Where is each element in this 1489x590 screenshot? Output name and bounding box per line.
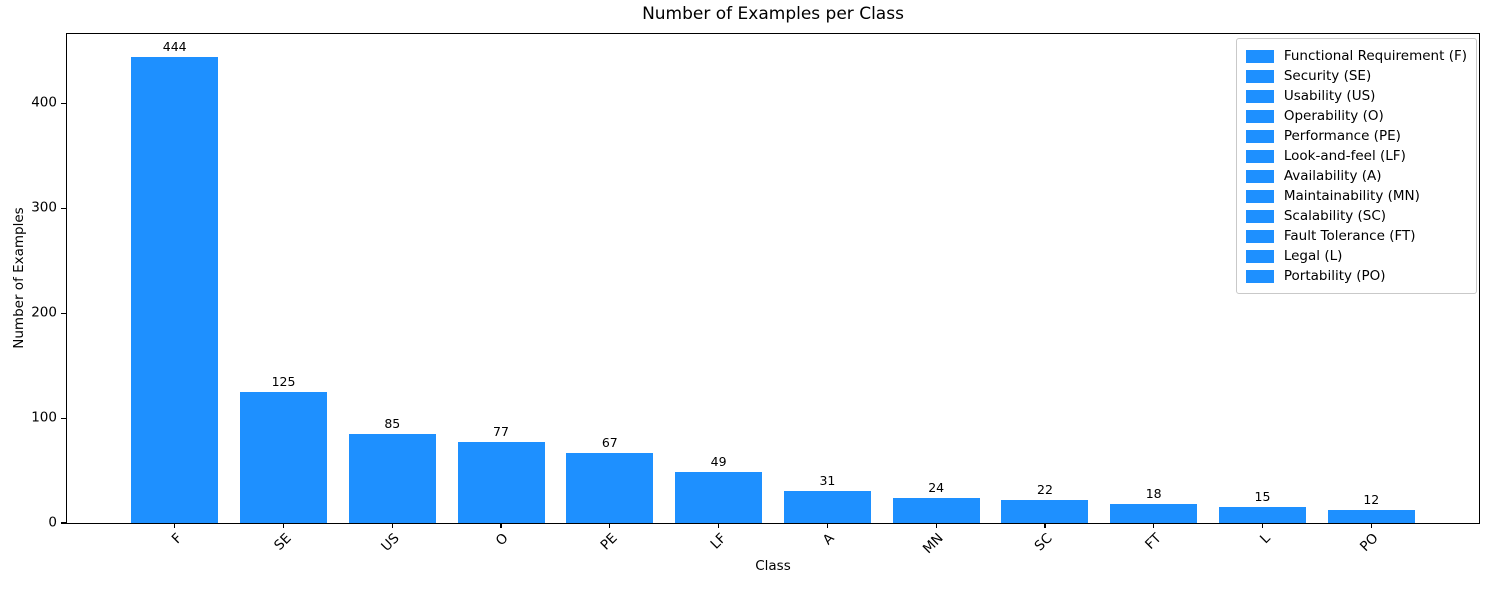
x-axis-label: Class [755, 558, 791, 574]
x-tick [1370, 523, 1372, 528]
x-tick [174, 523, 176, 528]
legend-item: Security (SE) [1245, 66, 1467, 86]
bar-SE [240, 391, 327, 523]
bar-value-label: 444 [162, 39, 187, 55]
legend-item: Operability (O) [1245, 106, 1467, 126]
bar-LF [675, 471, 763, 523]
legend-swatch-icon [1245, 49, 1274, 63]
legend-item: Look-and-feel (LF) [1245, 146, 1467, 166]
x-tick [826, 523, 828, 528]
y-tick-label: 300 [31, 199, 57, 216]
y-tick [61, 522, 67, 524]
bar-SC [1001, 499, 1089, 523]
y-tick-label: 100 [31, 409, 57, 426]
x-tick [282, 523, 285, 528]
bar-O [457, 442, 545, 523]
legend-item: Availability (A) [1245, 166, 1467, 186]
bar-F [131, 57, 219, 523]
legend-label: Maintainability (MN) [1283, 188, 1420, 204]
legend-label: Look-and-feel (LF) [1283, 148, 1406, 164]
legend-swatch-icon [1245, 149, 1274, 163]
bar-value-label: 125 [271, 373, 296, 389]
bar-value-label: 31 [819, 472, 836, 488]
y-tick-label: 0 [48, 514, 57, 531]
x-tick [609, 523, 611, 528]
legend-label: Availability (A) [1283, 168, 1382, 184]
x-tick [1153, 523, 1155, 528]
legend-swatch-icon [1245, 189, 1274, 203]
legend-swatch-icon [1245, 89, 1274, 103]
legend-label: Performance (PE) [1283, 128, 1401, 144]
x-tick [718, 523, 720, 528]
legend-label: Fault Tolerance (FT) [1283, 228, 1416, 244]
bar-value-label: 15 [1254, 489, 1271, 505]
legend-label: Portability (PO) [1283, 268, 1386, 284]
y-tick [61, 417, 67, 419]
legend-item: Usability (US) [1245, 86, 1467, 106]
legend-swatch-icon [1245, 249, 1274, 263]
x-tick [1044, 523, 1046, 528]
bar-value-label: 24 [928, 479, 945, 495]
legend-item: Legal (L) [1245, 246, 1467, 266]
bar-value-label: 67 [601, 434, 618, 450]
x-tick [391, 523, 393, 528]
legend-label: Scalability (SC) [1283, 208, 1387, 224]
bar-value-label: 18 [1145, 486, 1162, 502]
legend-label: Legal (L) [1283, 248, 1343, 264]
y-tick [61, 207, 67, 209]
bar-US [348, 433, 436, 523]
y-axis-label: Number of Examples [11, 207, 27, 349]
x-tick [1261, 523, 1264, 528]
legend: Functional Requirement (F) Security (SE) U… [1235, 38, 1477, 294]
bar-value-label: 22 [1037, 481, 1053, 497]
legend-swatch-icon [1245, 209, 1274, 223]
legend-item: Scalability (SC) [1245, 206, 1467, 226]
bar-value-label: 49 [710, 453, 727, 469]
legend-label: Functional Requirement (F) [1283, 48, 1467, 64]
legend-label: Security (SE) [1283, 68, 1372, 84]
y-tick-label: 400 [31, 94, 57, 111]
chart-title: Number of Examples per Class [642, 4, 904, 24]
bar-PO [1327, 510, 1415, 523]
bar-FT [1110, 504, 1198, 523]
legend-swatch-icon [1245, 229, 1274, 243]
legend-swatch-icon [1245, 69, 1274, 83]
bar-value-label: 85 [384, 415, 401, 431]
y-tick [61, 312, 67, 314]
legend-swatch-icon [1245, 109, 1274, 123]
bar-A [783, 490, 871, 523]
y-tick-label: 200 [31, 304, 57, 321]
legend-item: Functional Requirement (F) [1245, 46, 1467, 66]
bar-L [1219, 507, 1306, 523]
bar-value-label: 77 [493, 424, 509, 440]
legend-label: Operability (O) [1283, 108, 1384, 124]
x-tick [935, 523, 937, 528]
legend-item: Portability (PO) [1245, 266, 1467, 286]
bar-value-label: 12 [1363, 492, 1380, 508]
y-tick [61, 102, 67, 104]
legend-swatch-icon [1245, 129, 1274, 143]
bar-MN [892, 497, 980, 523]
bar-PE [566, 452, 654, 523]
legend-label: Usability (US) [1283, 88, 1376, 104]
legend-item: Maintainability (MN) [1245, 186, 1467, 206]
legend-swatch-icon [1245, 169, 1274, 183]
legend-swatch-icon [1245, 269, 1274, 283]
legend-item: Performance (PE) [1245, 126, 1467, 146]
legend-item: Fault Tolerance (FT) [1245, 226, 1467, 246]
x-tick [500, 523, 502, 528]
